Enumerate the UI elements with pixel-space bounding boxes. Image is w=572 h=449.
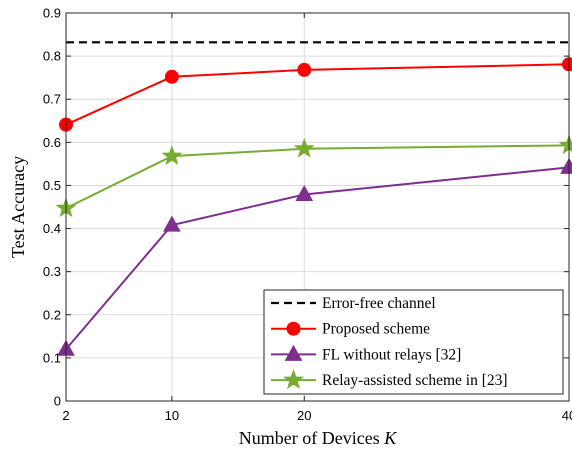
legend-label: Proposed scheme <box>322 321 430 338</box>
x-axis-variable: K <box>383 428 397 448</box>
x-tick-label: 10 <box>165 408 179 423</box>
y-tick-label: 0.1 <box>43 350 61 365</box>
star-marker <box>283 369 304 389</box>
star-marker <box>558 134 572 155</box>
circle-marker <box>286 321 301 336</box>
x-axis-title: Number of Devices K <box>239 428 397 448</box>
legend-label: Relay-assisted scheme in [23] <box>322 372 508 389</box>
star-marker <box>161 145 183 166</box>
triangle-marker <box>284 344 303 361</box>
y-tick-label: 0.4 <box>43 221 61 236</box>
y-axis-ticks: 0 0.1 0.2 0.3 0.4 0.5 0.6 0.7 0.8 0.9 <box>43 6 569 409</box>
y-tick-label: 0 <box>54 394 61 409</box>
circle-marker <box>297 62 312 77</box>
triangle-marker <box>560 157 572 174</box>
series-line <box>65 63 570 126</box>
y-tick-label: 0.3 <box>43 264 61 279</box>
y-tick-label: 0.2 <box>43 307 61 322</box>
x-tick-label: 2 <box>62 408 69 423</box>
x-tick-label: 40 <box>562 408 572 423</box>
y-tick-label: 0.9 <box>43 6 61 21</box>
legend-label: Error-free channel <box>322 295 436 312</box>
x-tick-label: 20 <box>297 408 311 423</box>
y-tick-label: 0.7 <box>43 92 61 107</box>
legend: Error-free channel Proposed scheme FL with… <box>263 289 564 395</box>
legend-box <box>263 289 564 395</box>
circle-marker <box>562 57 572 72</box>
triangle-marker <box>295 184 314 201</box>
series-proposed-scheme <box>59 57 572 132</box>
legend-label: FL without relays [32] <box>322 346 461 363</box>
plot-frame <box>65 12 570 402</box>
y-axis-title: Test Accuracy <box>8 156 28 258</box>
circle-marker <box>164 69 179 84</box>
y-tick-label: 0.5 <box>43 178 61 193</box>
y-tick-label: 0.6 <box>43 135 61 150</box>
triangle-marker <box>163 215 181 232</box>
series-line <box>65 166 570 350</box>
x-axis-label: Number of Devices <box>239 428 380 448</box>
star-marker <box>293 137 315 158</box>
y-tick-label: 0.8 <box>43 49 61 64</box>
series-line <box>65 144 570 210</box>
